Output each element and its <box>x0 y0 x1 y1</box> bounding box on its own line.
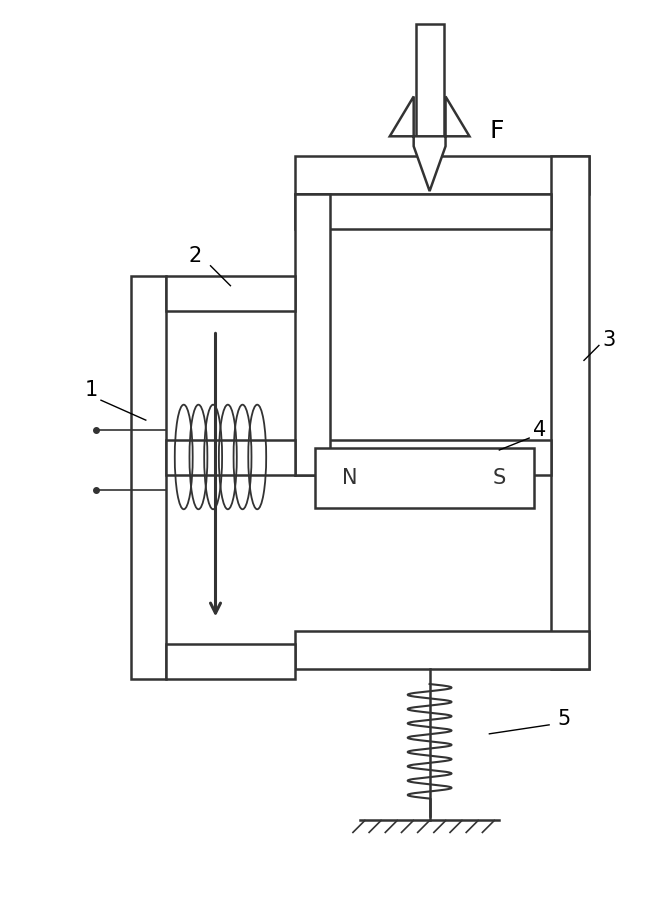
Bar <box>295 157 589 194</box>
Bar <box>166 644 295 679</box>
Bar <box>295 631 589 669</box>
Text: S: S <box>493 468 506 488</box>
Text: 5: 5 <box>558 709 571 729</box>
Text: 3: 3 <box>602 330 616 350</box>
Bar <box>131 275 166 679</box>
Bar <box>315 448 534 508</box>
Polygon shape <box>390 96 470 191</box>
Text: F: F <box>489 120 504 143</box>
Text: 1: 1 <box>85 380 97 400</box>
Bar <box>166 275 295 310</box>
Text: 2: 2 <box>189 246 202 266</box>
Bar <box>551 157 589 669</box>
Bar <box>166 440 295 475</box>
Bar <box>416 23 444 147</box>
Bar <box>295 194 551 229</box>
Text: 4: 4 <box>532 420 546 440</box>
Bar <box>295 440 551 475</box>
Bar <box>295 194 330 475</box>
Text: N: N <box>342 468 358 488</box>
